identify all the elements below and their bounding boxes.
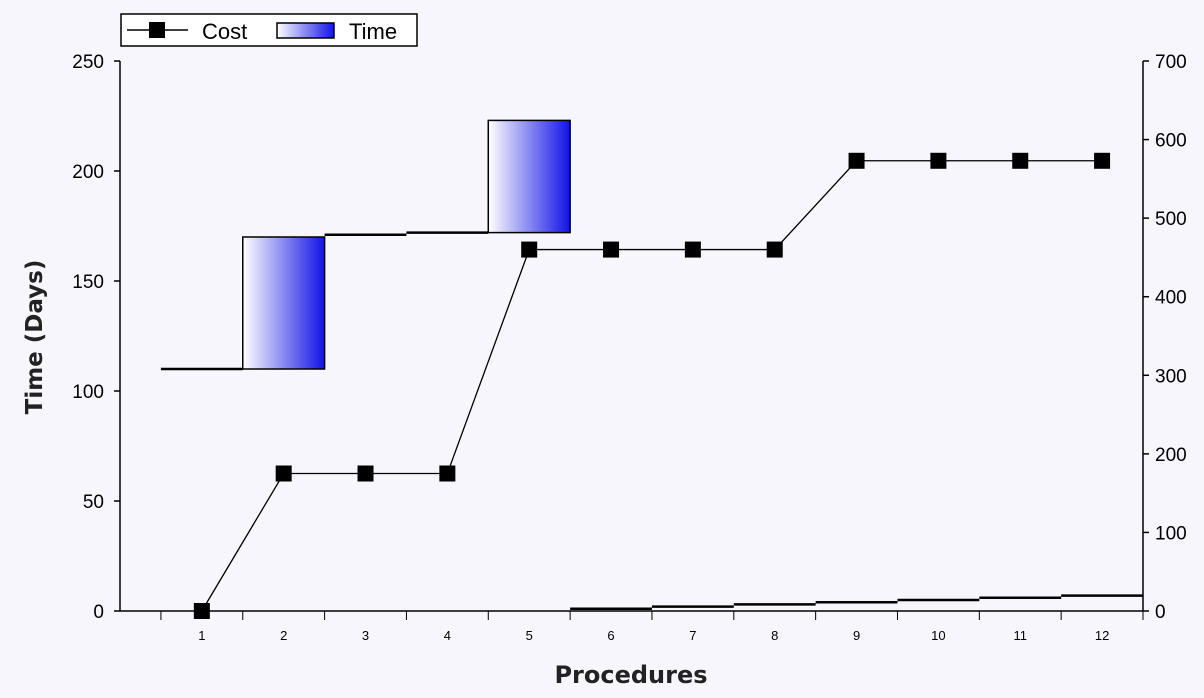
legend-time-label: Time <box>349 19 397 44</box>
x-tick-label: 3 <box>362 628 369 643</box>
y2-tick-label: 300 <box>1155 366 1187 387</box>
y-tick-label: 50 <box>83 492 104 513</box>
legend-cost-label: Cost <box>202 19 247 44</box>
cost-marker <box>521 241 538 258</box>
cost-marker <box>1094 152 1111 169</box>
y2-tick-label: 400 <box>1155 288 1187 309</box>
x-tick-label: 2 <box>280 628 287 643</box>
x-axis-title: Procedures <box>554 661 707 689</box>
x-tick-label: 7 <box>689 628 696 643</box>
x-tick-label: 1 <box>198 628 205 643</box>
y2-tick-label: 0 <box>1155 602 1166 623</box>
y-tick-label: 200 <box>72 162 104 183</box>
x-tick-label: 10 <box>931 628 945 643</box>
time-bar <box>242 236 326 370</box>
x-tick-label: 4 <box>444 628 451 643</box>
cost-marker <box>848 152 865 169</box>
x-tick-label: 6 <box>607 628 614 643</box>
y2-tick-label: 600 <box>1155 131 1187 152</box>
x-tick-label: 12 <box>1095 628 1109 643</box>
y2-tick-label: 100 <box>1155 523 1187 544</box>
y2-tick-label: 500 <box>1155 209 1187 230</box>
x-tick-label: 5 <box>526 628 533 643</box>
legend-cost-marker <box>149 22 165 38</box>
x-tick-label: 11 <box>1013 628 1027 643</box>
legend: Cost Time <box>120 13 418 47</box>
y-tick-label: 250 <box>72 52 104 73</box>
cost-marker <box>275 465 292 482</box>
cost-marker <box>357 465 374 482</box>
y-tick-label: 100 <box>72 382 104 403</box>
y-tick-label: 150 <box>72 272 104 293</box>
x-tick-label: 8 <box>771 628 778 643</box>
cost-marker <box>603 241 620 258</box>
cost-marker <box>193 603 210 619</box>
x-tick-label: 9 <box>853 628 860 643</box>
time-bar <box>487 119 571 234</box>
cost-marker <box>439 465 456 482</box>
cost-marker <box>1012 152 1029 169</box>
legend-time-swatch <box>276 22 335 39</box>
cost-marker <box>684 241 701 258</box>
y-tick-label: 0 <box>93 602 104 623</box>
y2-tick-label: 200 <box>1155 445 1187 466</box>
y-axis-title: Time (Days) <box>22 260 48 415</box>
cost-marker <box>766 241 783 258</box>
cost-marker <box>930 152 947 169</box>
cost-line <box>201 160 1103 612</box>
y2-tick-label: 700 <box>1155 52 1187 73</box>
